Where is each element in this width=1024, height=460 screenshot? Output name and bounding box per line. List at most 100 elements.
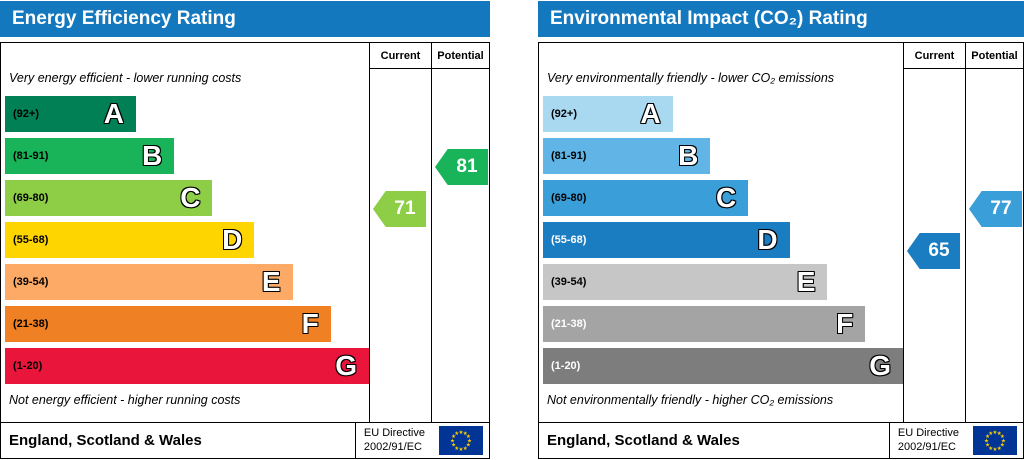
eu-directive-line1: EU Directive — [897, 426, 959, 439]
band-letter: A — [103, 98, 125, 129]
eu-flag-star: ★ — [997, 445, 1002, 452]
panel-title-bar: Energy Efficiency Rating — [0, 1, 490, 37]
band-letter: F — [836, 308, 854, 339]
potential-rating-arrow: 81 — [435, 149, 488, 185]
eu-flag-star: ★ — [985, 442, 990, 449]
eu-flag-star: ★ — [997, 430, 1002, 437]
panel-title-bar: Environmental Impact (CO₂) Rating — [538, 1, 1024, 37]
band-row-a: (92+) A — [543, 93, 903, 135]
band-row-g: (1-20) G — [5, 345, 369, 387]
current-rating-arrow: 65 — [907, 233, 960, 269]
band-bar-g: (1-20) G — [543, 348, 903, 384]
band-range-label: (1-20) — [13, 360, 43, 372]
eu-flag-star: ★ — [454, 445, 459, 452]
band-letter: B — [678, 140, 699, 171]
region-label: England, Scotland & Wales — [547, 432, 740, 449]
band-row-e: (39-54) E — [543, 261, 903, 303]
band-range-label: (92+) — [551, 108, 577, 120]
eu-directive-line1: EU Directive — [363, 426, 425, 439]
band-row-d: (55-68) D — [543, 219, 903, 261]
band-row-f: (21-38) F — [5, 303, 369, 345]
band-bar-a: (92+) A — [5, 96, 137, 132]
top-note: Very energy efficient - lower running co… — [9, 71, 242, 85]
band-letter: E — [796, 266, 816, 297]
bottom-note: Not environmentally friendly - higher CO… — [547, 393, 834, 407]
band-row-c: (69-80) C — [5, 177, 369, 219]
eu-flag-star: ★ — [451, 442, 456, 449]
chart-main: Very energy efficient - lower running co… — [1, 43, 489, 422]
band-letter: G — [335, 350, 357, 381]
eu-flag-cell: ★ ★ ★ ★ ★ ★ ★ ★ ★ ★ ★ ★ — [967, 423, 1023, 458]
region-label: England, Scotland & Wales — [9, 432, 202, 449]
eu-flag-star: ★ — [463, 430, 468, 437]
bands-column: Very energy efficient - lower running co… — [1, 43, 369, 422]
rating-chart-box: Very energy efficient - lower running co… — [0, 42, 490, 459]
current-column-header: Current — [370, 43, 431, 69]
eu-flag-star: ★ — [988, 430, 993, 437]
bands-column: Very environmentally friendly - lower CO… — [539, 43, 903, 422]
band-bar-e: (39-54) E — [543, 264, 828, 300]
eu-flag-cell: ★ ★ ★ ★ ★ ★ ★ ★ ★ ★ ★ ★ — [433, 423, 489, 458]
current-column: Current 65 — [903, 43, 965, 422]
band-range-label: (69-80) — [13, 192, 49, 204]
band-bar-a: (92+) A — [543, 96, 673, 132]
panel-title: Energy Efficiency Rating — [12, 8, 236, 29]
current-rating-arrow: 71 — [373, 191, 426, 227]
band-letter: E — [261, 266, 281, 297]
eu-flag-star: ★ — [985, 433, 990, 440]
eu-flag-star: ★ — [988, 445, 993, 452]
potential-rating-arrow: 77 — [969, 191, 1022, 227]
chart-footer: England, Scotland & Wales EU Directive 2… — [1, 422, 489, 458]
band-bar-c: (69-80) C — [543, 180, 749, 216]
energy-efficiency-panel: Energy Efficiency Rating Very energy eff… — [0, 1, 490, 459]
current-column-header: Current — [904, 43, 965, 69]
band-row-g: (1-20) G — [543, 345, 903, 387]
potential-column-header: Potential — [432, 43, 489, 69]
band-letter: C — [180, 182, 201, 213]
eu-flag-star: ★ — [993, 429, 998, 436]
current-column: Current 71 — [369, 43, 431, 422]
band-letter: D — [222, 224, 243, 255]
eu-directive-label: EU Directive 2002/91/EC — [354, 423, 433, 458]
band-range-label: (1-20) — [551, 360, 581, 372]
eu-flag-star: ★ — [463, 445, 468, 452]
eu-flag-star: ★ — [993, 446, 998, 453]
eu-flag-icon: ★ ★★★★★★★★★★★ — [973, 426, 1017, 455]
band-range-label: (21-38) — [13, 318, 49, 330]
band-row-f: (21-38) F — [543, 303, 903, 345]
eu-flag-star: ★ — [450, 437, 455, 444]
band-letter: G — [869, 350, 891, 381]
band-bar-g: (1-20) G — [5, 348, 369, 384]
potential-column: Potential 77 — [965, 43, 1023, 422]
eu-directive-label: EU Directive 2002/91/EC — [888, 423, 967, 458]
band-letter: B — [142, 140, 163, 171]
band-range-label: (39-54) — [13, 276, 49, 288]
chart-main: Very environmentally friendly - lower CO… — [539, 43, 1023, 422]
band-row-c: (69-80) C — [543, 177, 903, 219]
bands: (92+) A (81-91) B (69-80) C (55-68) D (39-54) E (2… — [1, 93, 369, 387]
eu-flag-star: ★ — [466, 433, 471, 440]
band-range-label: (69-80) — [551, 192, 587, 204]
band-row-e: (39-54) E — [5, 261, 369, 303]
band-bar-f: (21-38) F — [5, 306, 331, 342]
band-bar-b: (81-91) B — [5, 138, 175, 174]
band-range-label: (81-91) — [551, 150, 587, 162]
eu-flag-star: ★ — [459, 446, 464, 453]
eu-flag-star: ★ — [1001, 437, 1006, 444]
band-range-label: (55-68) — [13, 234, 49, 246]
band-bar-d: (55-68) D — [543, 222, 790, 258]
environmental-impact-panel: Environmental Impact (CO₂) Rating Very e… — [538, 1, 1024, 459]
band-row-d: (55-68) D — [5, 219, 369, 261]
rating-chart-box: Very environmentally friendly - lower CO… — [538, 42, 1024, 459]
band-bar-b: (81-91) B — [543, 138, 711, 174]
eu-directive-line2: 2002/91/EC — [897, 440, 956, 453]
top-note: Very environmentally friendly - lower CO… — [547, 71, 835, 85]
eu-flag-star: ★ — [1000, 442, 1005, 449]
eu-flag-icon: ★ ★★★★★★★★★★★ — [439, 426, 483, 455]
eu-flag-star: ★ — [1000, 433, 1005, 440]
panel-title: Environmental Impact (CO₂) Rating — [550, 8, 868, 29]
band-letter: F — [301, 308, 319, 339]
band-range-label: (21-38) — [551, 318, 587, 330]
band-bar-f: (21-38) F — [543, 306, 866, 342]
